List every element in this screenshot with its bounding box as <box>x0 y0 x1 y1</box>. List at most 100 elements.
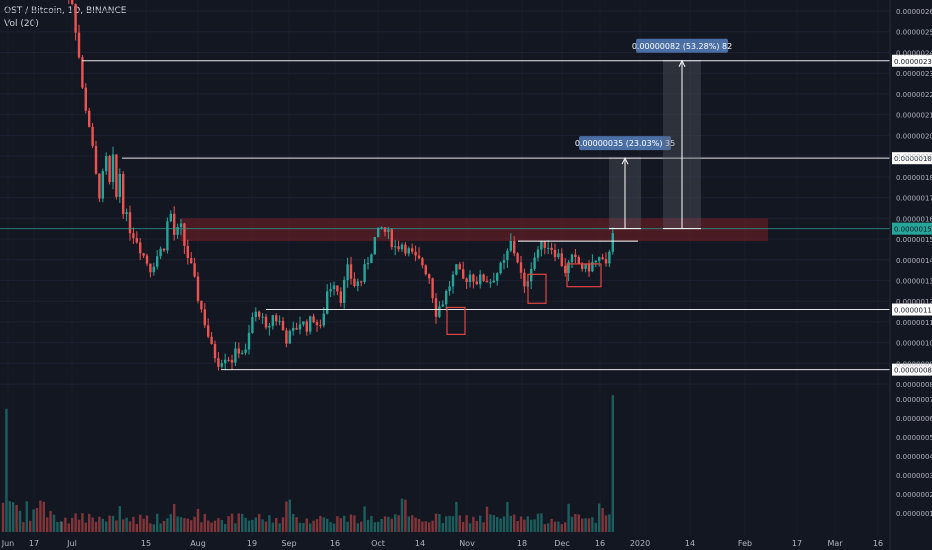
volume-bar <box>200 522 203 532</box>
volume-bar <box>319 515 322 532</box>
candle-body <box>220 363 223 367</box>
candle-body <box>230 359 234 363</box>
volume-bar <box>598 503 601 532</box>
volume-bar <box>411 515 414 532</box>
volume-bar <box>343 515 346 532</box>
candle-body <box>516 253 519 263</box>
candle-body <box>196 276 200 301</box>
volume-bar <box>111 515 115 532</box>
volume-bar <box>71 518 74 532</box>
volume-bar <box>506 501 509 532</box>
volume-bar <box>458 515 461 532</box>
candle-body <box>370 254 373 263</box>
volume-bar <box>509 515 512 532</box>
candle-body <box>383 227 387 232</box>
candle-body <box>482 274 485 281</box>
candle-body <box>601 257 604 260</box>
candle-body <box>241 352 244 354</box>
candle-body <box>465 278 468 282</box>
candle-body <box>71 0 74 4</box>
candle-body <box>200 300 203 310</box>
volume-bar <box>295 517 298 532</box>
candle-body <box>111 154 115 183</box>
volume-bar <box>387 516 390 532</box>
volume-bar <box>475 520 478 532</box>
candle-body <box>217 358 220 367</box>
volume-bar <box>445 516 448 532</box>
candle-body <box>584 264 587 269</box>
volume-bar <box>77 519 81 532</box>
candle-body <box>550 247 553 250</box>
volume-bar <box>407 516 410 532</box>
volume-bar <box>264 521 268 532</box>
candle-body <box>115 154 118 197</box>
candle-body <box>608 251 611 264</box>
candle-body <box>128 212 132 234</box>
volume-bar <box>363 506 366 532</box>
volume-bar <box>81 513 84 532</box>
price-level-badge <box>892 363 932 376</box>
volume-bar <box>523 519 526 532</box>
candle-body <box>360 281 363 283</box>
candle-body <box>152 266 155 273</box>
candle-body <box>244 349 247 353</box>
volume-bar <box>169 514 172 532</box>
candle-body <box>224 359 227 364</box>
volume-bar <box>88 513 91 532</box>
candle-body <box>295 327 298 330</box>
volume-bar <box>98 516 101 532</box>
volume-bar <box>594 522 597 532</box>
candle-body <box>186 245 189 259</box>
volume-bar <box>587 518 591 532</box>
candle-body <box>166 221 169 251</box>
volume-bar <box>298 522 302 532</box>
volume-bar <box>1 502 5 532</box>
volume-bar <box>366 519 370 532</box>
candle-body <box>261 316 264 318</box>
volume-bar <box>149 523 152 532</box>
candle-body <box>125 212 128 215</box>
candle-body <box>438 306 441 317</box>
price-level-label: 0.00000189 <box>894 155 932 163</box>
candle-body <box>84 87 87 111</box>
volume-bar <box>455 501 458 532</box>
candle-body <box>417 255 421 259</box>
volume-bar <box>383 516 387 532</box>
resistance-zone <box>180 218 768 242</box>
volume-bar <box>591 517 594 532</box>
volume-bar <box>394 514 397 532</box>
volume-bar <box>329 522 332 532</box>
volume-bar <box>12 502 15 532</box>
volume-bar <box>360 521 363 532</box>
candle-body <box>540 240 543 250</box>
candle-body <box>455 264 458 275</box>
volume-bar <box>52 514 56 532</box>
volume-bar <box>159 523 162 532</box>
volume-bar <box>244 517 247 532</box>
candle-body <box>434 298 438 317</box>
candle-body <box>162 248 166 251</box>
volume-bar <box>261 519 264 532</box>
volume-bar <box>42 501 45 532</box>
candle-body <box>237 348 240 354</box>
volume-bar <box>428 522 431 532</box>
candle-body <box>326 291 329 314</box>
volume-bar <box>424 521 427 532</box>
volume-bar <box>482 522 485 532</box>
time-tick-label: 2020 <box>630 539 650 548</box>
candle-body <box>332 285 336 290</box>
volume-bar <box>122 519 125 532</box>
candle-body <box>604 259 608 264</box>
volume-bar <box>67 523 70 532</box>
candle-body <box>101 171 104 199</box>
candle-body <box>336 285 339 292</box>
candle-body <box>91 126 94 147</box>
